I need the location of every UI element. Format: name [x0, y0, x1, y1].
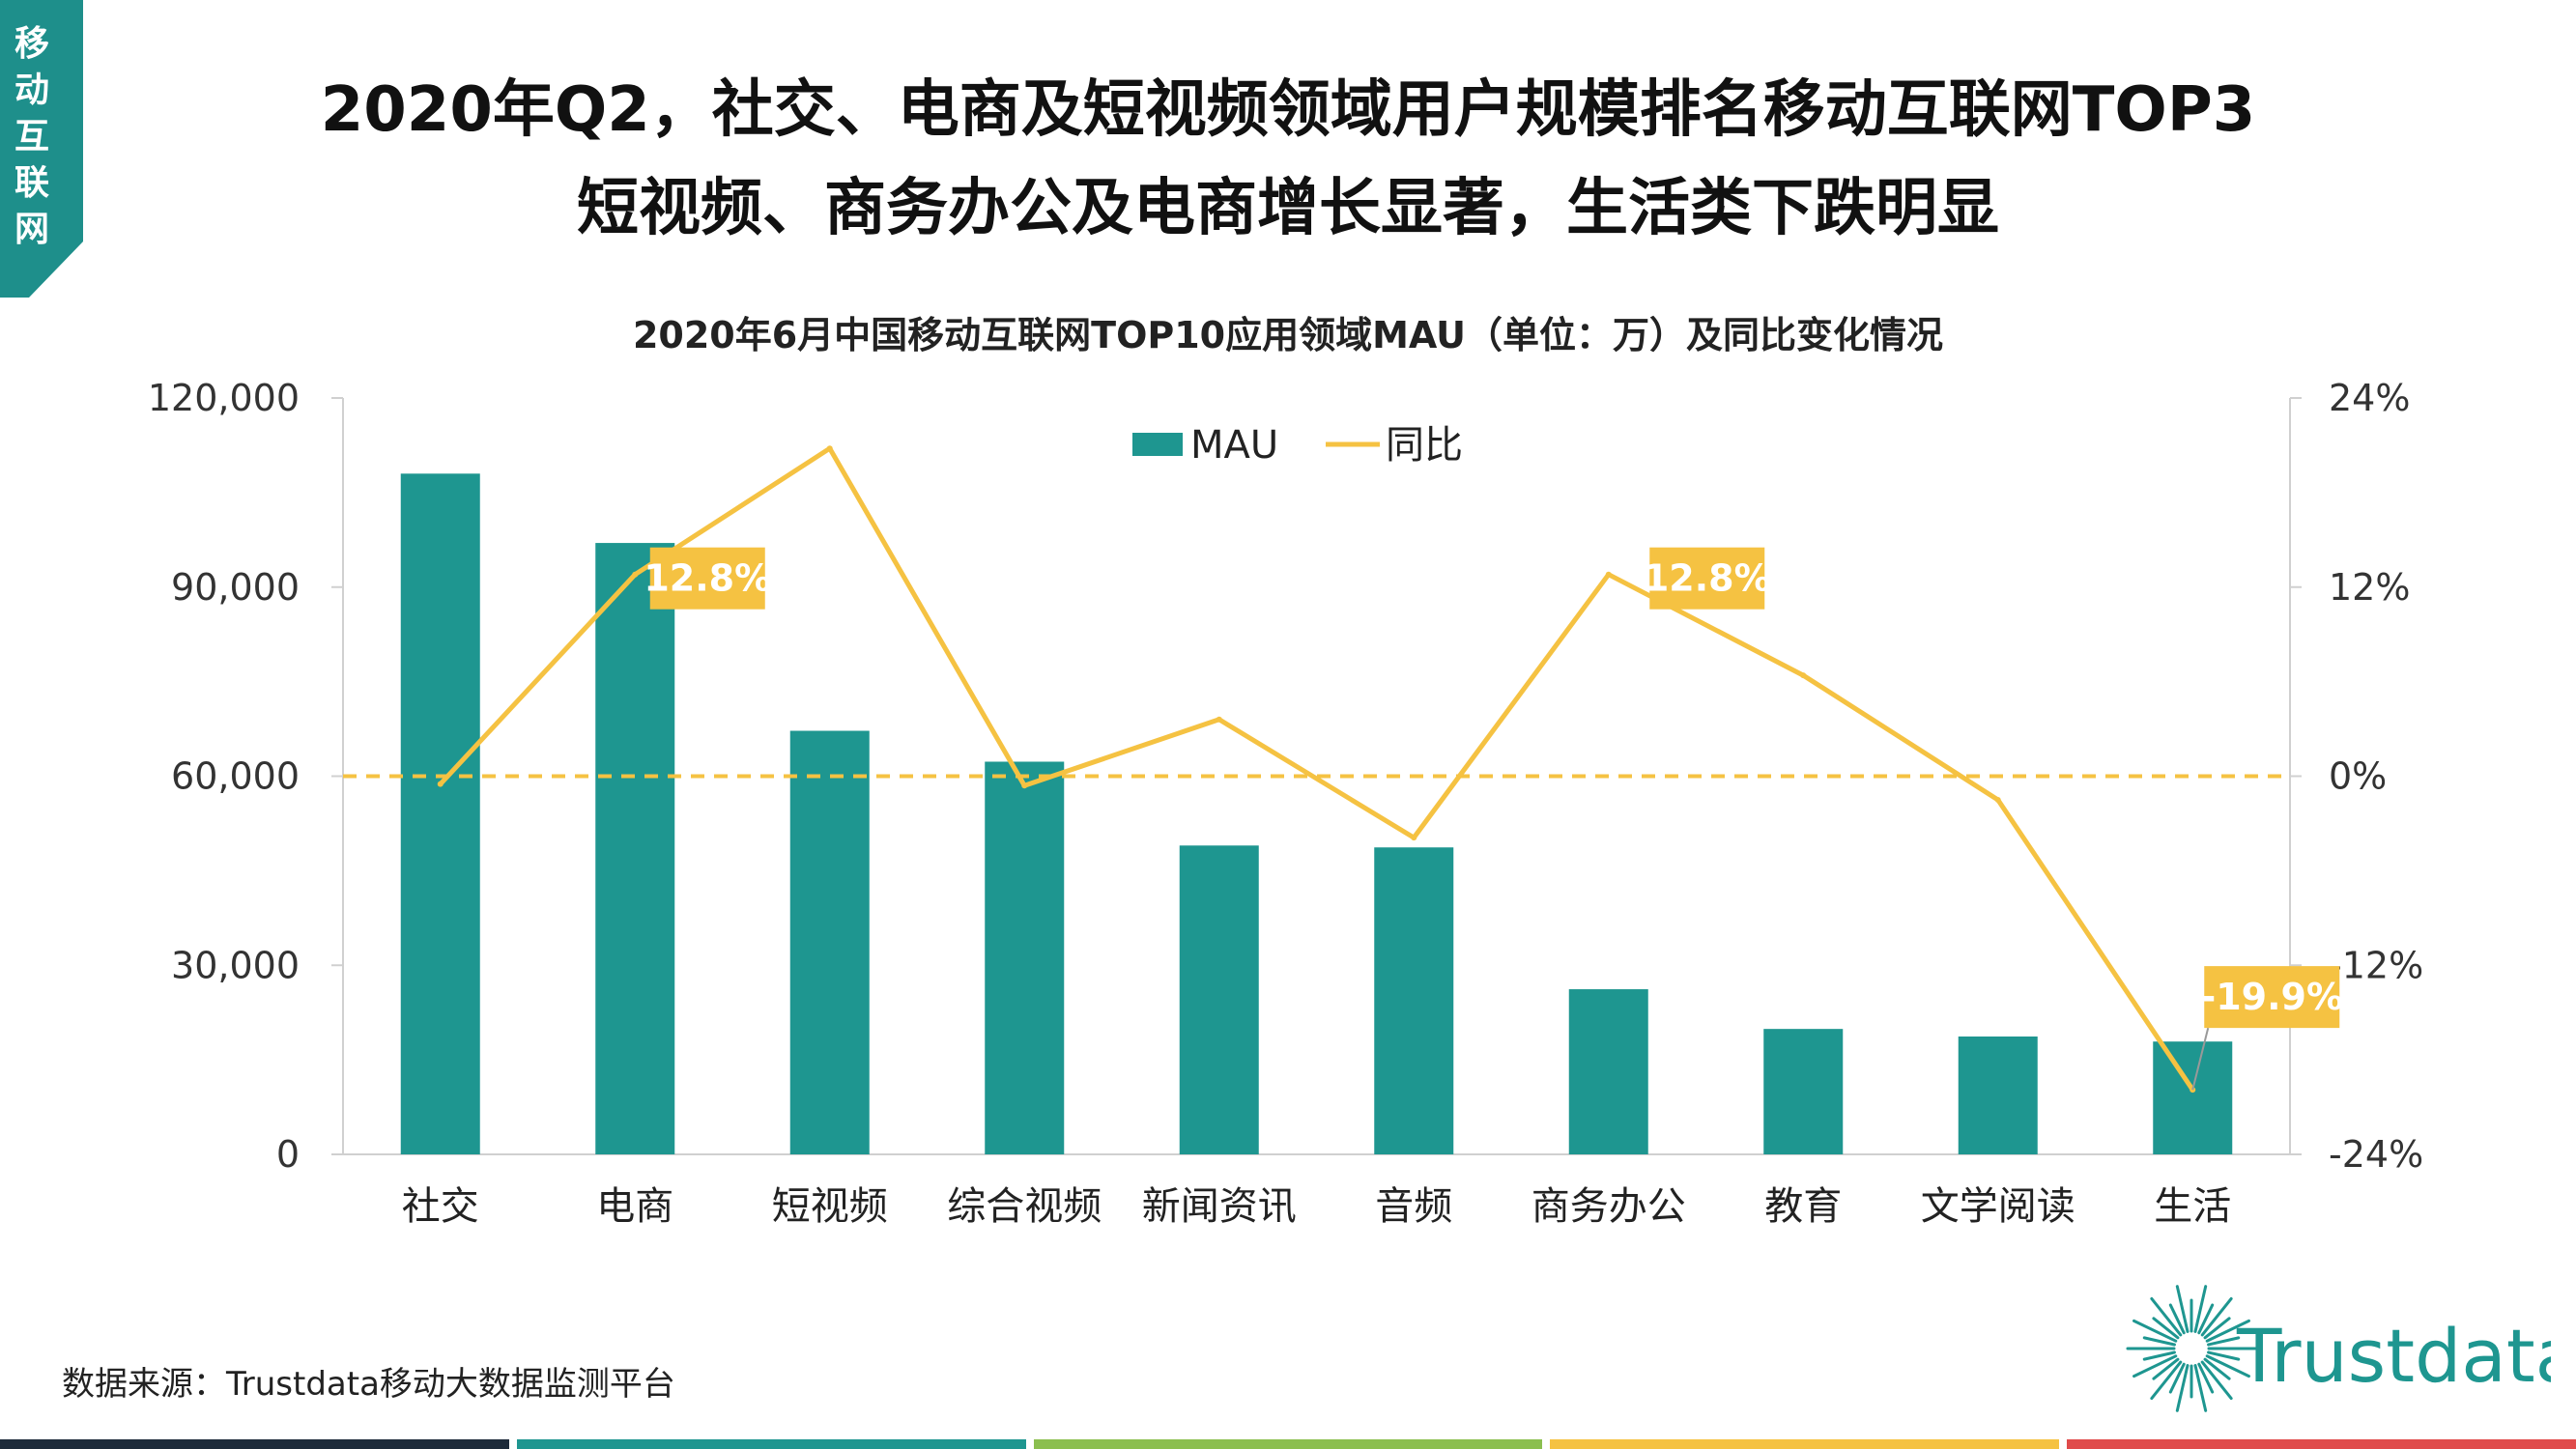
data-label: -19.9%	[2200, 976, 2343, 1018]
logo-ray	[2197, 1303, 2215, 1335]
left-tick-label: 60,000	[171, 755, 300, 798]
line-point	[1800, 672, 1807, 679]
left-tick-label: 90,000	[171, 566, 300, 609]
chart-title: 2020年6月中国移动互联网TOP10应用领域MAU（单位：万）及同比变化情况	[632, 314, 1944, 356]
logo-ray	[2152, 1317, 2180, 1340]
x-tick-label: 生活	[2154, 1184, 2231, 1229]
line-point	[1605, 571, 1612, 578]
right-tick-label: -12%	[2329, 944, 2423, 986]
logo-ray	[2207, 1336, 2241, 1347]
page-title-line1: 2020年Q2，社交、电商及短视频领域用户规模排名移动互联网TOP3	[320, 74, 2256, 146]
bottom-bar-segment	[0, 1439, 509, 1449]
bottom-bar-segment	[516, 1439, 1026, 1449]
logo-ray	[2193, 1364, 2208, 1412]
side-tag-char: 网	[14, 210, 49, 249]
logo-ray	[2203, 1357, 2231, 1380]
logo-ray	[2205, 1354, 2250, 1378]
bottom-bar-segment	[1033, 1439, 1543, 1449]
side-tag-text: 移动互联网	[0, 21, 64, 253]
line-point	[1994, 796, 2001, 803]
data-label-box	[1649, 547, 1765, 610]
logo-ray	[2205, 1319, 2250, 1343]
combo-chart: 0 30,000 60,000 90,000 120,000 -24% -12% 0% 12% 2…	[148, 377, 2423, 1229]
logo-ray	[2175, 1364, 2190, 1412]
logo-ray	[2142, 1336, 2176, 1347]
line-point	[1021, 782, 1028, 789]
bar-mau	[1374, 847, 1454, 1154]
side-tag-shape	[0, 0, 83, 298]
logo-ray	[2168, 1362, 2186, 1394]
side-tag-char: 联	[14, 163, 49, 203]
logo-ray	[2142, 1350, 2176, 1361]
line-point	[826, 445, 833, 452]
right-tick-label: -24%	[2329, 1133, 2423, 1176]
x-tick-label: 教育	[1764, 1184, 1842, 1229]
bar-mau	[2153, 1041, 2233, 1154]
bar-mau	[1568, 989, 1648, 1154]
bar-mau	[789, 730, 870, 1154]
right-tick-label: 12%	[2329, 566, 2410, 609]
legend-label-mau: MAU	[1190, 423, 1278, 468]
bar-mau	[400, 473, 480, 1154]
bar-mau	[985, 761, 1065, 1154]
bar-mau	[1958, 1036, 2038, 1154]
line-yoy	[438, 445, 2195, 1092]
logo-ray	[2193, 1285, 2208, 1333]
x-tick-label: 综合视频	[947, 1184, 1102, 1229]
page-title-line2: 短视频、商务办公及电商增长显著，生活类下跌明显	[577, 173, 1999, 244]
trustdata-logo: Trustdata	[2126, 1285, 2551, 1412]
logo-text: Trustdata	[2236, 1313, 2551, 1399]
legend-label-yoy: 同比	[1386, 423, 1463, 468]
x-tick-label: 音频	[1375, 1184, 1452, 1229]
bar-mau	[1763, 1029, 1844, 1154]
x-tick-label: 新闻资讯	[1142, 1184, 1297, 1229]
annotation-leader	[2191, 1027, 2210, 1091]
right-tick-label: 24%	[2329, 377, 2410, 419]
left-tick-label: 120,000	[148, 377, 300, 419]
logo-ray	[2132, 1319, 2178, 1343]
logo-ray	[2197, 1362, 2215, 1394]
x-tick-label: 商务办公	[1531, 1184, 1686, 1229]
bottom-bar-segment	[2067, 1439, 2576, 1449]
data-label: 12.8%	[1644, 557, 1771, 600]
logo-ray	[2200, 1360, 2233, 1401]
sunburst-icon	[2126, 1285, 2257, 1412]
logo-ray	[2150, 1360, 2183, 1401]
side-tag-char: 移	[14, 24, 49, 64]
bar-mau	[1179, 845, 1259, 1154]
x-tick-label: 文学阅读	[1921, 1184, 2075, 1229]
logo-ray	[2132, 1354, 2178, 1378]
data-label: 12.8%	[644, 557, 771, 600]
data-source: 数据来源：Trustdata移动大数据监测平台	[62, 1365, 675, 1404]
line-point	[632, 571, 639, 578]
left-tick-label: 30,000	[171, 944, 300, 986]
logo-ray	[2207, 1350, 2241, 1361]
bar-mau	[595, 543, 675, 1154]
side-tag-char: 动	[14, 71, 49, 110]
line-point	[437, 781, 444, 787]
logo-ray	[2175, 1285, 2190, 1333]
data-label-box	[649, 547, 765, 610]
line-point	[1411, 835, 1417, 841]
logo-ray	[2168, 1303, 2186, 1335]
logo-ray	[2152, 1357, 2180, 1380]
logo-ray	[2200, 1296, 2233, 1337]
line-point	[1216, 716, 1222, 723]
x-tick-label: 短视频	[772, 1184, 888, 1229]
logo-ray	[2203, 1317, 2231, 1340]
x-tick-label: 电商	[596, 1184, 673, 1229]
legend-swatch-mau	[1132, 433, 1183, 456]
bottom-color-bar	[0, 1439, 2576, 1449]
x-tick-label: 社交	[402, 1184, 479, 1229]
side-tag-char: 互	[14, 117, 49, 156]
bottom-bar-segment	[1550, 1439, 2060, 1449]
side-tag: 移动互联网	[0, 0, 83, 298]
left-tick-label: 0	[276, 1133, 300, 1176]
logo-ray	[2150, 1296, 2183, 1337]
right-tick-label: 0%	[2329, 755, 2387, 798]
data-label-box	[2204, 966, 2340, 1029]
